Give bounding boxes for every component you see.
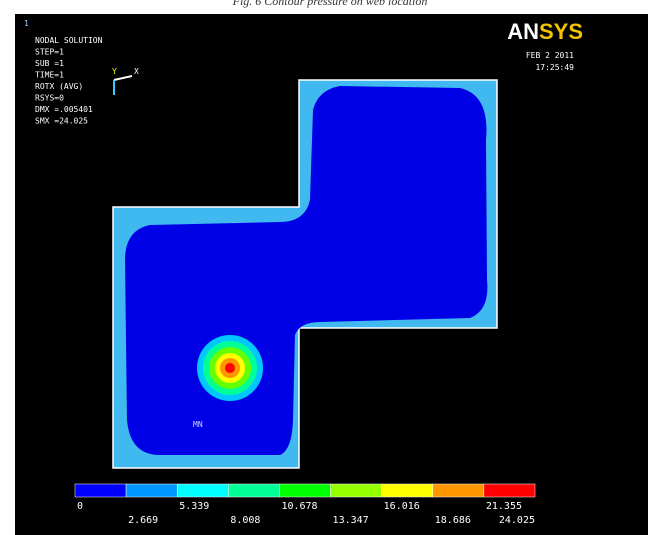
caption: Fig. 6 Contour pressure on web location <box>232 0 428 8</box>
legend-label: 24.025 <box>499 515 535 526</box>
info-block: NODAL SOLUTION STEP=1 SUB =1 TIME=1 ROTX (AV… <box>35 36 103 126</box>
legend-band <box>279 483 331 498</box>
info-line: STEP=1 <box>35 48 64 57</box>
triad-x: X <box>134 67 139 76</box>
legend-label: 13.347 <box>333 515 369 526</box>
legend-band <box>176 483 229 498</box>
legend-band <box>381 483 434 498</box>
legend-label: 8.008 <box>230 515 260 526</box>
legend-label: 10.678 <box>281 501 317 512</box>
legend-band <box>330 483 382 498</box>
info-line: NODAL SOLUTION <box>35 36 103 45</box>
triad: Y X <box>112 67 139 95</box>
info-line: SUB =1 <box>35 59 64 68</box>
legend-band <box>483 483 536 498</box>
band <box>225 363 235 373</box>
window-number: 1 <box>24 19 29 28</box>
legend-label: 5.339 <box>179 501 209 512</box>
info-line: DMX =.005401 <box>35 105 93 114</box>
min-label: MN <box>193 420 203 429</box>
info-line: SMX =24.025 <box>35 117 88 126</box>
legend-band <box>432 483 485 498</box>
legend-band <box>228 483 280 498</box>
legend-band <box>74 483 127 498</box>
legend-label: 0 <box>77 501 83 512</box>
legend-label: 2.669 <box>128 515 158 526</box>
info-line: RSYS=0 <box>35 94 64 103</box>
contour-plot: MN <box>112 79 498 469</box>
legend-band <box>125 483 178 498</box>
legend: 0 2.669 5.339 8.008 10.678 13.347 16.016 18.686… <box>74 483 536 526</box>
triad-y: Y <box>112 67 117 76</box>
time: 17:25:49 <box>535 63 574 72</box>
legend-label: 18.686 <box>435 515 471 526</box>
legend-label: 21.355 <box>486 501 522 512</box>
logo: ANSYS <box>507 19 583 44</box>
info-line: ROTX (AVG) <box>35 82 83 91</box>
legend-label: 16.016 <box>384 501 420 512</box>
info-line: TIME=1 <box>35 71 64 80</box>
date: FEB 2 2011 <box>526 51 574 60</box>
